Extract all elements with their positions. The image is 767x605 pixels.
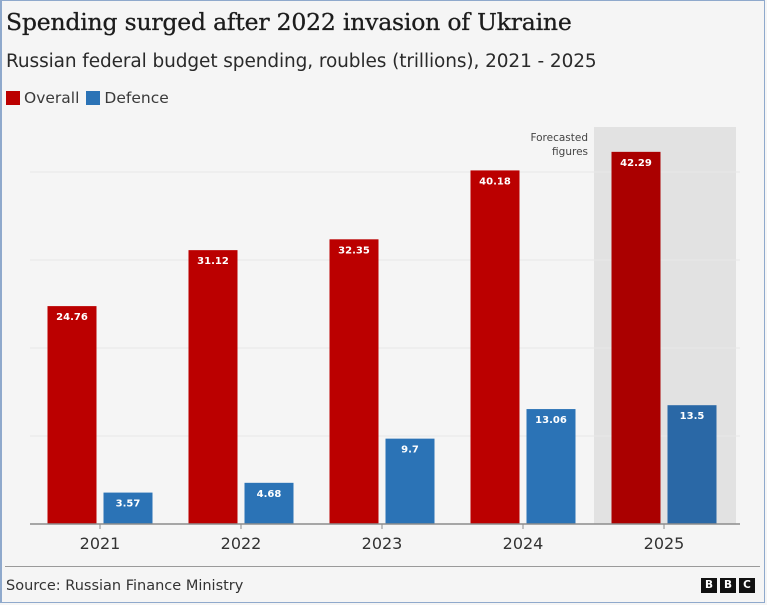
chart-subtitle: Russian federal budget spending, roubles… xyxy=(6,51,597,72)
forecast-annotation-text: figures xyxy=(552,146,588,158)
data-label-defence: 4.68 xyxy=(257,489,282,500)
bbc-logo-block: B xyxy=(701,578,717,593)
bar-defence xyxy=(385,438,435,524)
forecast-annotation-text: Forecasted xyxy=(530,132,588,144)
data-label-overall: 31.12 xyxy=(197,256,229,267)
x-tick-label: 2022 xyxy=(221,534,262,553)
x-tick-label: 2024 xyxy=(503,534,544,553)
data-label-overall: 32.35 xyxy=(338,245,370,256)
bar-defence xyxy=(667,405,717,524)
bbc-logo: B B C xyxy=(701,578,755,593)
bar-overall xyxy=(329,239,379,524)
bbc-logo-block: C xyxy=(739,578,755,593)
legend: Overall Defence xyxy=(6,89,176,107)
legend-item-defence: Defence xyxy=(86,89,169,107)
bar-overall xyxy=(188,250,238,525)
data-label-overall: 40.18 xyxy=(479,176,511,187)
bar-chart: Forecasted figures 24.76 3.57 2021 31.12 4.68 2… xyxy=(30,127,740,553)
bbc-logo-block: B xyxy=(720,578,736,593)
data-label-defence: 3.57 xyxy=(116,499,141,510)
bar-overall xyxy=(611,151,661,524)
bar-overall xyxy=(470,170,520,524)
source-note: Source: Russian Finance Ministry xyxy=(6,578,244,594)
data-label-overall: 42.29 xyxy=(620,158,652,169)
data-label-defence: 13.06 xyxy=(535,415,567,426)
data-label-overall: 24.76 xyxy=(56,312,88,323)
bar-overall xyxy=(47,306,97,524)
legend-swatch-overall xyxy=(6,91,20,105)
x-tick-label: 2023 xyxy=(362,534,403,553)
bar-defence xyxy=(244,482,294,524)
legend-label-defence: Defence xyxy=(104,89,169,107)
bar-defence xyxy=(526,409,576,524)
data-label-defence: 13.5 xyxy=(680,411,705,422)
chart-title: Spending surged after 2022 invasion of U… xyxy=(6,8,572,36)
bar-defence xyxy=(103,492,153,524)
legend-item-overall: Overall xyxy=(6,89,79,107)
footer-divider xyxy=(5,566,760,567)
x-tick-label: 2025 xyxy=(644,534,685,553)
legend-swatch-defence xyxy=(86,91,101,105)
legend-label-overall: Overall xyxy=(24,89,80,107)
x-tick-label: 2021 xyxy=(80,534,121,553)
data-label-defence: 9.7 xyxy=(401,445,419,456)
